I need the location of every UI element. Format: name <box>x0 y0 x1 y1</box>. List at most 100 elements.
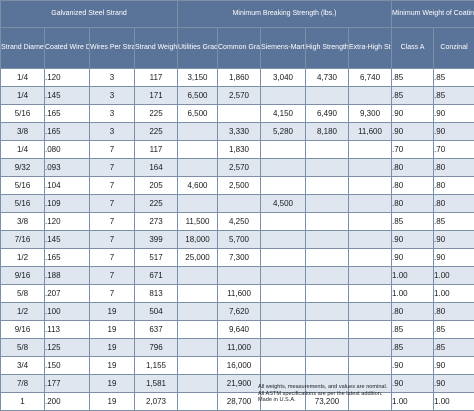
cell-coated-wire-diameter: .165 <box>45 249 90 267</box>
cell-strand-weight: 2,073 <box>135 393 178 411</box>
cell-class-a: 1.00 <box>392 267 434 285</box>
cell-extra-high-strength-grade <box>349 249 392 267</box>
cell-common-grade: 2,570 <box>218 87 261 105</box>
col-header-conzinal: Conzinal <box>434 28 474 69</box>
cell-strand-diameter: 1/2 <box>1 249 45 267</box>
cell-class-a: .90 <box>392 357 434 375</box>
cell-strand-weight: 637 <box>135 321 178 339</box>
cell-strand-diameter: 7/16 <box>1 231 45 249</box>
cell-utilities-grade <box>178 123 218 141</box>
cell-utilities-grade: 6,500 <box>178 87 218 105</box>
cell-utilities-grade: 25,000 <box>178 249 218 267</box>
cell-class-a: .85 <box>392 321 434 339</box>
cell-high-strength-grade <box>306 231 349 249</box>
cell-siemens-martin-grade <box>261 267 306 285</box>
cell-siemens-martin-grade <box>261 87 306 105</box>
cell-strand-diameter: 5/16 <box>1 195 45 213</box>
cell-conzinal: 1.00 <box>434 267 474 285</box>
cell-common-grade: 2,570 <box>218 159 261 177</box>
cell-siemens-martin-grade <box>261 357 306 375</box>
cell-conzinal: .80 <box>434 159 474 177</box>
cell-class-a: .70 <box>392 141 434 159</box>
cell-common-grade: 16,000 <box>218 357 261 375</box>
cell-coated-wire-diameter: .109 <box>45 195 90 213</box>
cell-siemens-martin-grade <box>261 231 306 249</box>
cell-class-a: .85 <box>392 87 434 105</box>
footnote-line: All weights, measurements, and values ar… <box>258 384 468 391</box>
cell-conzinal: .90 <box>434 123 474 141</box>
cell-coated-wire-diameter: .120 <box>45 213 90 231</box>
cell-common-grade: 3,330 <box>218 123 261 141</box>
cell-utilities-grade <box>178 321 218 339</box>
cell-wires-per-strand: 3 <box>90 87 135 105</box>
cell-strand-weight: 1,581 <box>135 375 178 393</box>
cell-coated-wire-diameter: .207 <box>45 285 90 303</box>
cell-common-grade: 21,900 <box>218 375 261 393</box>
cell-common-grade: 1,860 <box>218 69 261 87</box>
cell-wires-per-strand: 7 <box>90 177 135 195</box>
cell-high-strength-grade <box>306 87 349 105</box>
cell-utilities-grade <box>178 357 218 375</box>
cell-siemens-martin-grade: 3,040 <box>261 69 306 87</box>
cell-extra-high-strength-grade <box>349 321 392 339</box>
cell-utilities-grade <box>178 393 218 411</box>
cell-strand-diameter: 5/16 <box>1 105 45 123</box>
cell-common-grade: 5,700 <box>218 231 261 249</box>
cell-siemens-martin-grade: 5,280 <box>261 123 306 141</box>
cell-class-a: .90 <box>392 231 434 249</box>
cell-high-strength-grade <box>306 321 349 339</box>
cell-siemens-martin-grade <box>261 321 306 339</box>
cell-siemens-martin-grade <box>261 303 306 321</box>
cell-wires-per-strand: 7 <box>90 213 135 231</box>
cell-strand-weight: 504 <box>135 303 178 321</box>
cell-coated-wire-diameter: .120 <box>45 69 90 87</box>
cell-conzinal: .80 <box>434 303 474 321</box>
cell-strand-weight: 399 <box>135 231 178 249</box>
cell-wires-per-strand: 7 <box>90 231 135 249</box>
cell-high-strength-grade <box>306 213 349 231</box>
cell-class-a: .85 <box>392 213 434 231</box>
col-header-coated-wire-diameter: Coated Wire Diameter (Inches) <box>45 28 90 69</box>
cell-high-strength-grade <box>306 249 349 267</box>
cell-high-strength-grade <box>306 339 349 357</box>
cell-common-grade: 4,250 <box>218 213 261 231</box>
cell-class-a: .80 <box>392 159 434 177</box>
cell-strand-diameter: 1/4 <box>1 87 45 105</box>
cell-utilities-grade <box>178 267 218 285</box>
cell-strand-diameter: 5/8 <box>1 339 45 357</box>
cell-extra-high-strength-grade: 9,300 <box>349 105 392 123</box>
group-header-coating: Minimum Weight of Coating OZ/SQ. FT. <box>392 1 474 28</box>
cell-conzinal: .70 <box>434 141 474 159</box>
cell-strand-weight: 117 <box>135 141 178 159</box>
cell-extra-high-strength-grade <box>349 195 392 213</box>
cell-strand-diameter: 5/16 <box>1 177 45 195</box>
cell-high-strength-grade <box>306 285 349 303</box>
cell-strand-diameter: 3/4 <box>1 357 45 375</box>
cell-utilities-grade <box>178 303 218 321</box>
cell-conzinal: .85 <box>434 213 474 231</box>
cell-wires-per-strand: 7 <box>90 249 135 267</box>
cell-siemens-martin-grade <box>261 159 306 177</box>
cell-extra-high-strength-grade <box>349 213 392 231</box>
cell-wires-per-strand: 19 <box>90 303 135 321</box>
cell-strand-diameter: 1/4 <box>1 69 45 87</box>
cell-utilities-grade: 3,150 <box>178 69 218 87</box>
cell-high-strength-grade: 6,490 <box>306 105 349 123</box>
cell-wires-per-strand: 3 <box>90 123 135 141</box>
cell-strand-diameter: 1 <box>1 393 45 411</box>
cell-wires-per-strand: 19 <box>90 339 135 357</box>
cell-extra-high-strength-grade <box>349 267 392 285</box>
cell-utilities-grade: 11,500 <box>178 213 218 231</box>
cell-coated-wire-diameter: .188 <box>45 267 90 285</box>
cell-siemens-martin-grade <box>261 141 306 159</box>
cell-wires-per-strand: 7 <box>90 159 135 177</box>
cell-high-strength-grade <box>306 159 349 177</box>
cell-common-grade <box>218 267 261 285</box>
cell-siemens-martin-grade <box>261 249 306 267</box>
col-header-high-strength-grade: High Strength Grade <box>306 28 349 69</box>
